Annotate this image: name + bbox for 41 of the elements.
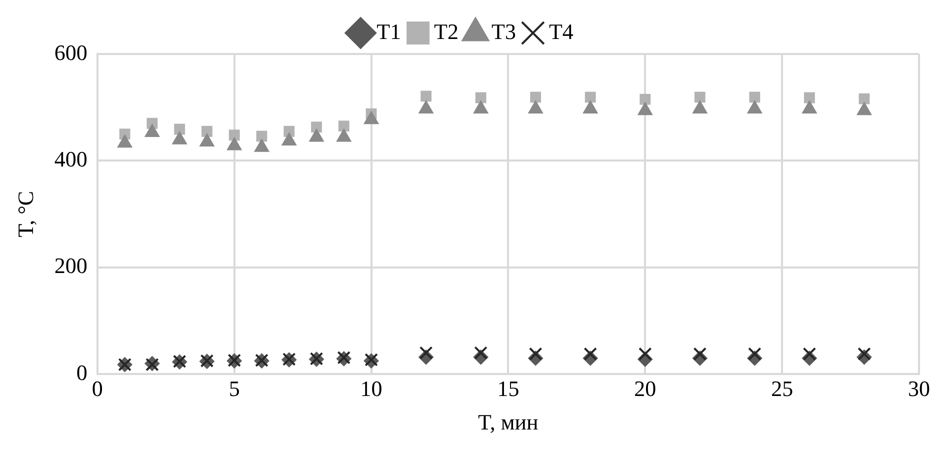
legend-label: T1: [376, 18, 402, 44]
point: [748, 347, 762, 361]
point: [584, 347, 598, 361]
point: [530, 92, 542, 103]
legend-label: T2: [434, 18, 459, 44]
point: [419, 346, 433, 360]
point: [474, 346, 488, 360]
point: [804, 92, 815, 104]
point: [475, 92, 486, 104]
y-axis-title: T, °C: [12, 190, 38, 238]
point: [256, 130, 268, 142]
point: [694, 92, 706, 103]
point: [338, 120, 350, 132]
legend-label: T3: [492, 18, 516, 44]
point: [749, 92, 760, 103]
y-tick-label: 200: [54, 253, 88, 278]
point: [858, 347, 871, 361]
x-tick-label: 25: [771, 376, 794, 402]
y-tick-label: 0: [76, 360, 88, 385]
point: [858, 93, 870, 104]
x-tick-label: 30: [908, 376, 930, 402]
y-tick-label: 400: [54, 146, 88, 172]
point: [693, 347, 707, 361]
point: [201, 126, 212, 137]
x-tick-label: 5: [228, 376, 240, 402]
point: [311, 122, 322, 133]
point: [584, 92, 596, 103]
x-tick-label: 20: [634, 376, 656, 402]
x-axis-title: T, мин: [478, 410, 539, 435]
point: [420, 90, 432, 102]
point: [174, 124, 186, 135]
x-tick-label: 10: [360, 376, 382, 402]
x-tick-label: 0: [92, 376, 103, 402]
point: [638, 347, 652, 361]
y-tick-label: 600: [54, 40, 88, 65]
point: [528, 347, 542, 361]
point: [802, 347, 816, 361]
legend-label: T4: [548, 18, 574, 44]
x-tick-label: 15: [497, 376, 520, 402]
point: [640, 94, 651, 105]
point: [228, 130, 240, 141]
